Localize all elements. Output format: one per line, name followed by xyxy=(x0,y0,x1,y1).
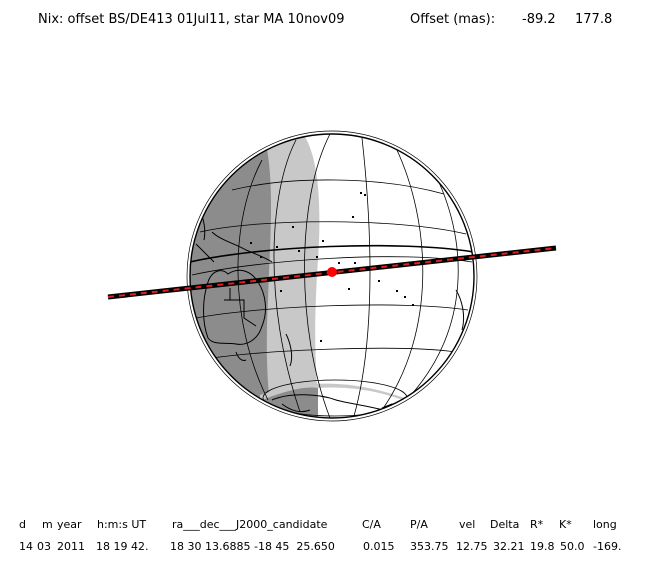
col-header-delta: Delta xyxy=(490,518,520,531)
meridian-line xyxy=(409,167,459,397)
globe-disk xyxy=(190,134,474,418)
col-header-rstar: R* xyxy=(530,518,544,531)
graticule xyxy=(191,134,473,418)
meridian-line xyxy=(273,139,301,413)
pacific-islands xyxy=(250,192,414,342)
col-header-pa: P/A xyxy=(410,518,428,531)
event-title: Nix: offset BS/DE413 01Jul11, star MA 10… xyxy=(38,12,345,27)
island-outline xyxy=(195,243,215,263)
globe-limb-outer xyxy=(186,130,478,422)
meridian-line xyxy=(237,159,269,401)
meridian-line xyxy=(381,147,424,411)
equator-line xyxy=(190,244,474,263)
americas-coast xyxy=(455,289,465,331)
value-time: 18 19 42. xyxy=(96,540,149,553)
value-ca: 0.015 xyxy=(363,540,395,553)
offset-label: Offset (mas): xyxy=(410,12,496,27)
closest-approach-point xyxy=(327,267,337,277)
col-header-day: d xyxy=(19,518,26,531)
new-zealand-outline xyxy=(285,333,293,367)
new-guinea-outline xyxy=(211,231,273,263)
value-day: 14 xyxy=(19,540,33,553)
col-header-ca: C/A xyxy=(362,518,381,531)
col-header-vel: vel xyxy=(459,518,476,531)
col-header-year: year xyxy=(57,518,82,531)
antarctica-outline xyxy=(271,394,391,413)
col-header-long: long xyxy=(593,518,617,531)
australia-outline xyxy=(203,269,266,345)
col-header-time: h:m:s UT xyxy=(97,518,147,531)
offset-x-value: -89.2 xyxy=(522,12,556,27)
value-month: 03 xyxy=(37,540,51,553)
value-pa: 353.75 xyxy=(410,540,449,553)
value-long: -169. xyxy=(593,540,622,553)
value-kstar: 50.0 xyxy=(560,540,585,553)
globe-limb xyxy=(189,133,475,419)
antarctica-outline xyxy=(281,403,311,413)
tasmania-outline xyxy=(235,351,247,361)
polar-day xyxy=(318,387,408,418)
col-header-kstar: K* xyxy=(559,518,572,531)
meridian-line xyxy=(304,134,331,418)
value-rstar: 19.8 xyxy=(530,540,555,553)
value-year: 2011 xyxy=(57,540,85,553)
parallel-line xyxy=(199,221,467,235)
offset-y-value: 177.8 xyxy=(575,12,613,27)
col-header-month: m xyxy=(42,518,53,531)
value-vel: 12.75 xyxy=(456,540,488,553)
parallel-line xyxy=(195,304,469,319)
col-header-coords: ra___dec___J2000_candidate xyxy=(172,518,328,531)
header: Nix: offset BS/DE413 01Jul11, star MA 10… xyxy=(0,12,646,32)
parallel-line xyxy=(231,179,445,195)
state-border xyxy=(224,299,257,327)
value-delta: 32.21 xyxy=(493,540,525,553)
value-coords: 18 30 13.6885 -18 45 25.650 xyxy=(170,540,335,553)
